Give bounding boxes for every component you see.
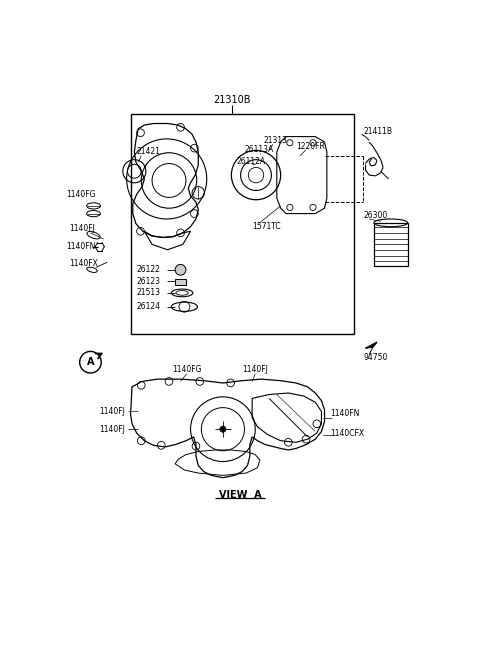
Text: A: A: [87, 357, 94, 367]
Circle shape: [220, 426, 226, 432]
Text: 21421: 21421: [137, 147, 160, 156]
Text: 1140FX: 1140FX: [69, 259, 98, 268]
Bar: [131, 114, 354, 334]
Text: 21313: 21313: [264, 136, 288, 145]
Text: 1140FJ: 1140FJ: [100, 407, 126, 416]
Text: 1571TC: 1571TC: [252, 222, 281, 231]
Text: 21411B: 21411B: [364, 127, 393, 136]
Text: 1140CFX: 1140CFX: [331, 428, 365, 438]
Circle shape: [175, 264, 186, 275]
Text: VIEW  A: VIEW A: [218, 489, 261, 499]
Text: 1140FG: 1140FG: [66, 190, 96, 199]
Text: 1140FN: 1140FN: [331, 409, 360, 419]
Text: 26113A: 26113A: [244, 145, 274, 154]
Bar: [374, 223, 408, 266]
Bar: [175, 279, 186, 285]
Text: 26123: 26123: [137, 277, 161, 286]
Text: 21310B: 21310B: [214, 95, 251, 105]
Text: 94750: 94750: [364, 353, 388, 362]
Text: 26300: 26300: [364, 212, 388, 220]
Text: 1140FJ: 1140FJ: [69, 225, 95, 233]
Text: 26124: 26124: [137, 302, 161, 311]
Polygon shape: [365, 342, 377, 348]
Text: 1140FG: 1140FG: [172, 365, 202, 374]
Text: 26112A: 26112A: [237, 157, 266, 166]
Text: 1140FN: 1140FN: [66, 242, 95, 251]
Text: 1140FJ: 1140FJ: [100, 424, 126, 434]
Text: 21513: 21513: [137, 288, 161, 298]
Text: 1140FJ: 1140FJ: [242, 365, 268, 374]
Text: 1220FR: 1220FR: [296, 142, 325, 151]
Text: 26122: 26122: [137, 265, 160, 275]
